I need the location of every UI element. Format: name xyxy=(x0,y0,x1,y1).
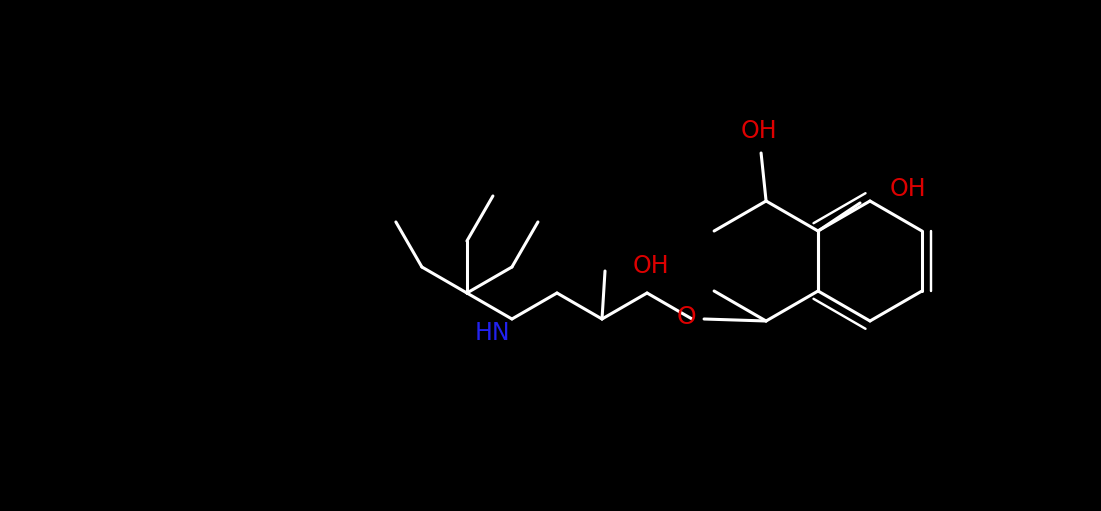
Text: OH: OH xyxy=(741,119,777,143)
Text: OH: OH xyxy=(633,254,669,278)
Text: O: O xyxy=(676,305,696,329)
Text: OH: OH xyxy=(890,177,927,201)
Text: HN: HN xyxy=(475,321,510,345)
